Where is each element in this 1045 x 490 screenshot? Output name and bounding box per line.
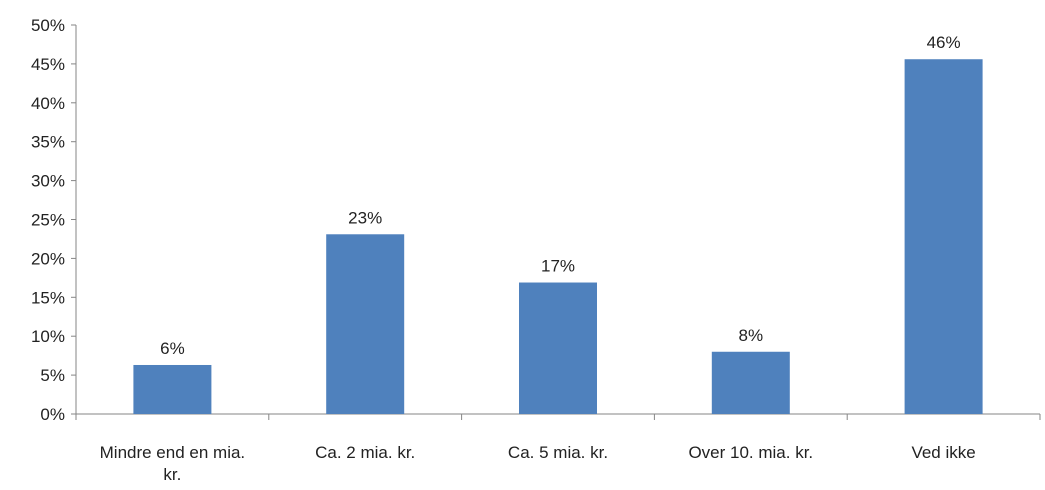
y-tick-label: 35%: [31, 133, 65, 152]
x-axis: Mindre end en mia. kr. Ca. 2 mia. kr. Ca. 5…: [75, 413, 1041, 484]
x-category-label: Ved ikke: [911, 443, 975, 462]
x-category-label-line: Ca. 5 mia. kr.: [508, 443, 608, 462]
bar-data-label: 23%: [348, 208, 382, 227]
x-category-label: Ca. 2 mia. kr.: [315, 443, 415, 462]
y-tick-label: 10%: [31, 327, 65, 346]
y-tick-label: 0%: [40, 405, 65, 424]
bar: [711, 351, 790, 414]
bar-data-label: 17%: [541, 257, 575, 276]
y-tick-label: 20%: [31, 249, 65, 268]
x-category-label-line: Ved ikke: [911, 443, 975, 462]
y-tick-label: 5%: [40, 366, 65, 385]
y-tick-label: 45%: [31, 55, 65, 74]
y-tick-label: 30%: [31, 172, 65, 191]
y-tick-label: 40%: [31, 94, 65, 113]
x-category-label-line: kr.: [163, 465, 181, 484]
x-category-label: Mindre end en mia. kr.: [100, 443, 246, 484]
bar: [326, 234, 405, 414]
bar: [519, 282, 597, 414]
bar-data-label: 6%: [160, 339, 185, 358]
x-category-label-line: Over 10. mia. kr.: [688, 443, 813, 462]
x-category-label: Ca. 5 mia. kr.: [508, 443, 608, 462]
bar: [904, 59, 983, 415]
data-labels: 6% 23% 17% 8% 46%: [160, 33, 961, 358]
y-tick-label: 25%: [31, 211, 65, 230]
x-category-label: Over 10. mia. kr.: [688, 443, 813, 462]
x-category-label-line: Mindre end en mia.: [100, 443, 246, 462]
bar: [133, 364, 212, 414]
bar-data-label: 46%: [927, 33, 961, 52]
y-tick-label: 50%: [31, 16, 65, 35]
y-axis: 0% 5% 10% 15% 20% 25% 30% 35% 40% 45% 50%: [31, 16, 77, 424]
bar-series: [133, 59, 983, 415]
y-tick-label: 15%: [31, 288, 65, 307]
bar-data-label: 8%: [739, 326, 764, 345]
x-category-label-line: Ca. 2 mia. kr.: [315, 443, 415, 462]
